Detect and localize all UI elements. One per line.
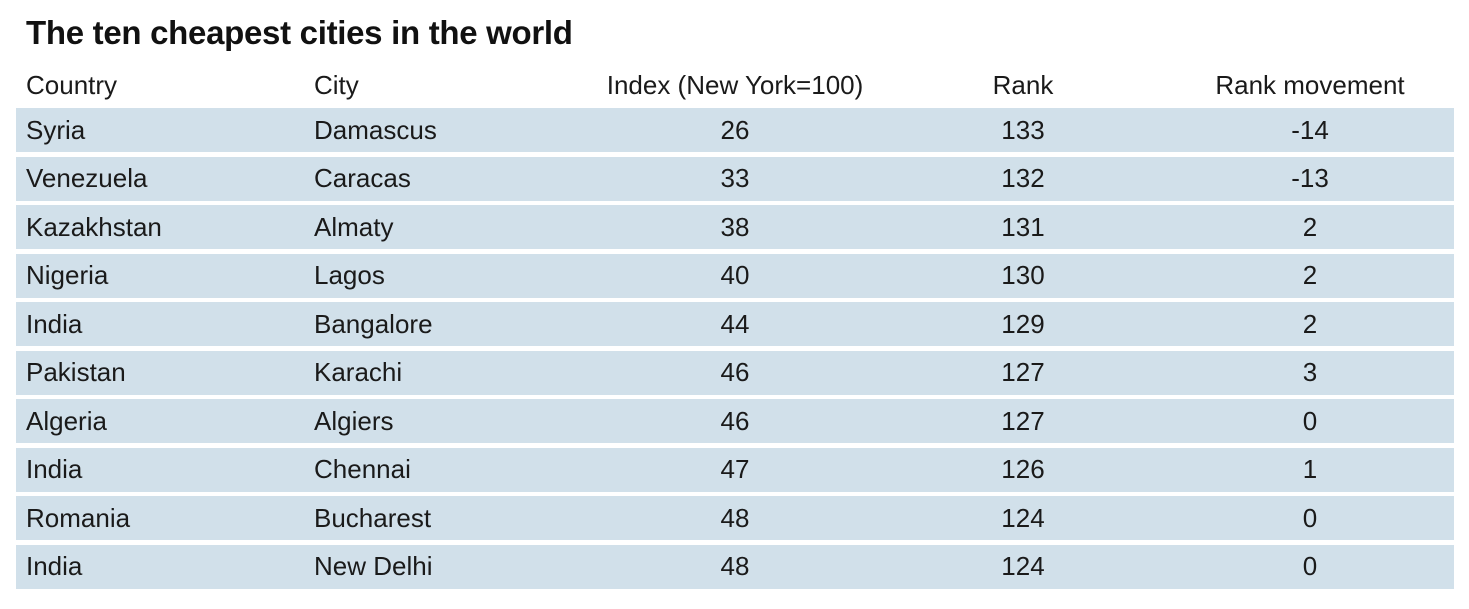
- table-row: Kazakhstan Almaty 38 131 2: [16, 205, 1454, 249]
- rank-movement-cell: 2: [1302, 308, 1318, 339]
- city-cell: Lagos: [314, 260, 385, 290]
- header-index: Index (New York=100): [606, 69, 864, 100]
- table-body: Syria Damascus 26 133 -14 Venezuela Caracas 33 1…: [16, 108, 1454, 589]
- table-row: Syria Damascus 26 133 -14: [16, 108, 1454, 152]
- city-cell: New Delhi: [314, 551, 433, 581]
- country-cell: Kazakhstan: [26, 211, 162, 242]
- country-cell: Romania: [26, 502, 131, 533]
- rank-cell: 127: [1001, 357, 1045, 387]
- index-cell: 46: [720, 357, 750, 387]
- country-cell: Pakistan: [26, 357, 126, 387]
- table-row: Algeria Algiers 46 127 0: [16, 399, 1454, 443]
- rank-cell: 127: [1001, 405, 1045, 436]
- index-cell: 26: [720, 114, 750, 145]
- city-cell: Bucharest: [314, 502, 432, 533]
- header-city: City: [314, 69, 359, 100]
- rank-movement-cell: 0: [1302, 502, 1318, 533]
- rank-cell: 129: [1001, 308, 1045, 339]
- rank-cell: 133: [1001, 114, 1045, 145]
- table-row: Romania Bucharest 48 124 0: [16, 496, 1454, 540]
- table-row: Pakistan Karachi 46 127 3: [16, 350, 1454, 395]
- index-cell: 33: [720, 163, 750, 193]
- index-cell: 38: [720, 211, 750, 242]
- table-row: India Bangalore 44 129 2: [16, 302, 1454, 346]
- rank-movement-cell: 3: [1302, 357, 1318, 387]
- rank-cell: 124: [1001, 502, 1045, 533]
- table-row: Venezuela Caracas 33 132 -13: [16, 156, 1454, 201]
- rank-cell: 130: [1001, 260, 1045, 290]
- rank-movement-cell: 0: [1302, 405, 1318, 436]
- table-row: India New Delhi 48 124 0: [16, 544, 1454, 589]
- index-cell: 48: [720, 551, 750, 581]
- index-cell: 47: [720, 454, 750, 484]
- city-cell: Algiers: [314, 405, 394, 436]
- rank-cell: 132: [1001, 163, 1045, 193]
- header-rank-movement: Rank movement: [1215, 69, 1405, 100]
- rank-movement-cell: 2: [1302, 260, 1318, 290]
- city-cell: Bangalore: [314, 308, 433, 339]
- city-cell: Karachi: [314, 357, 403, 387]
- header-rank: Rank: [992, 69, 1054, 100]
- rank-movement-cell: -14: [1291, 114, 1329, 145]
- country-cell: India: [26, 308, 83, 339]
- country-cell: Syria: [26, 114, 86, 145]
- index-cell: 48: [720, 502, 750, 533]
- table-row: India Chennai 47 126 1: [16, 447, 1454, 492]
- rank-movement-cell: -13: [1291, 163, 1329, 193]
- rank-cell: 124: [1001, 551, 1045, 581]
- country-cell: India: [26, 551, 83, 581]
- cities-table: Country City Index (New York=100) Rank R…: [16, 62, 1454, 593]
- index-cell: 44: [720, 308, 750, 339]
- table-title: The ten cheapest cities in the world: [26, 14, 573, 51]
- city-cell: Almaty: [314, 211, 394, 242]
- index-cell: 46: [720, 405, 750, 436]
- rank-movement-cell: 1: [1302, 454, 1318, 484]
- header-country: Country: [26, 69, 118, 100]
- city-cell: Chennai: [314, 454, 411, 484]
- city-cell: Caracas: [314, 163, 411, 193]
- city-cell: Damascus: [314, 114, 437, 145]
- country-cell: Algeria: [26, 405, 107, 436]
- country-cell: Venezuela: [26, 163, 148, 193]
- rank-cell: 126: [1001, 454, 1045, 484]
- rank-movement-cell: 2: [1302, 211, 1318, 242]
- country-cell: Nigeria: [26, 260, 109, 290]
- index-cell: 40: [720, 260, 750, 290]
- rank-cell: 131: [1001, 211, 1045, 242]
- rank-movement-cell: 0: [1302, 551, 1318, 581]
- country-cell: India: [26, 454, 83, 484]
- table-header-row: Country City Index (New York=100) Rank R…: [16, 62, 1454, 108]
- table-row: Nigeria Lagos 40 130 2: [16, 253, 1454, 298]
